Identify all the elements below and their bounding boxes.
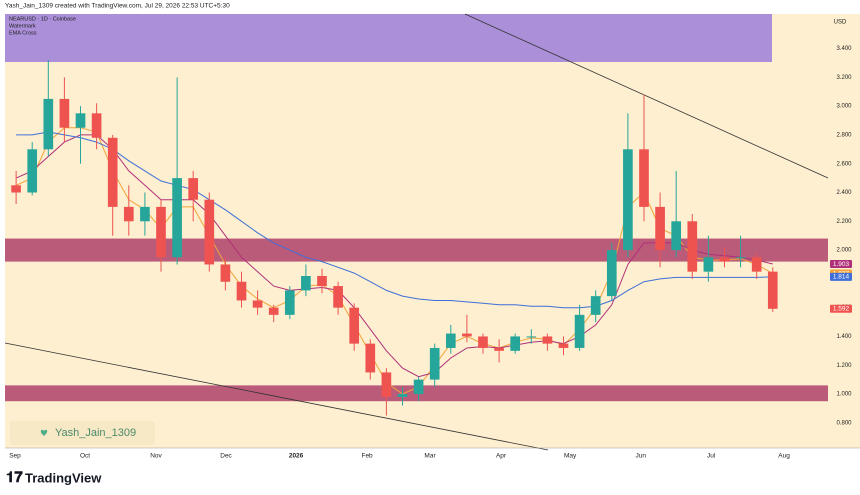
candle-body (510, 336, 521, 351)
logo-mark: 𝟏𝟕 (6, 469, 23, 486)
footer-brand: TradingView (25, 470, 102, 485)
candle-body (735, 257, 746, 259)
x-tick-label: Jul (707, 453, 716, 460)
price-tag (830, 260, 852, 269)
candle-body (381, 372, 392, 397)
candle-body (542, 336, 553, 344)
candle-body (140, 206, 150, 222)
candle-body (156, 206, 166, 258)
legend-symbol: NEARUSD · 1D · Coinbase (9, 16, 76, 22)
candle-body (252, 300, 263, 308)
currency: USD (834, 20, 847, 26)
trendline (464, 13, 829, 179)
price-tag (830, 304, 852, 313)
y-tick-label: 2.400 (836, 190, 852, 196)
y-tick-label: 1.000 (836, 392, 852, 398)
candle-body (75, 113, 86, 128)
candle-body (317, 275, 327, 287)
candle-body (123, 206, 134, 222)
price-tag (830, 272, 852, 281)
y-tick-label: 0.800 (836, 420, 852, 426)
credit: Yash_Jain_1309 created with TradingView.… (5, 3, 230, 10)
y-tick-label: 2.200 (836, 219, 852, 225)
candle-body (397, 394, 408, 397)
watermark-box (10, 421, 155, 445)
candle-body (220, 264, 231, 282)
price-tag-label: 1.814 (833, 274, 850, 281)
price-axis (828, 14, 860, 448)
candle-body (558, 343, 569, 348)
candle-body (91, 113, 102, 138)
candle-body (107, 137, 118, 207)
x-tick-label: Mar (424, 453, 436, 460)
candle-body (429, 347, 440, 380)
candle-body (623, 149, 633, 251)
y-tick-label: 3.400 (836, 46, 852, 52)
candle-body (671, 221, 682, 251)
x-tick-label: Aug (778, 453, 790, 460)
x-tick-label: Apr (496, 453, 507, 460)
heart-icon (40, 429, 48, 436)
candle-body (606, 250, 617, 297)
y-tick-label: 1.400 (836, 334, 852, 340)
candle-body (719, 257, 730, 262)
trendline (4, 342, 549, 451)
candle-body (445, 333, 456, 348)
x-tick-label: Sep (9, 453, 21, 460)
candle-body (188, 178, 199, 200)
candle-body (365, 343, 376, 373)
legend-line: EMA Cross (9, 30, 37, 36)
x-tick-label: Dec (220, 453, 232, 460)
legend-line: Watermark (9, 23, 36, 29)
x-tick-label: Oct (80, 453, 90, 460)
y-tick-label: 2.600 (836, 161, 852, 167)
x-tick-label: Nov (150, 453, 162, 460)
candle-body (43, 98, 54, 150)
candle-body (413, 379, 424, 395)
candle-body (172, 178, 182, 258)
candle-body (574, 314, 585, 348)
candle-body (703, 257, 714, 272)
candle-body (687, 221, 698, 272)
candle-body (478, 336, 488, 348)
candle-body (27, 149, 38, 193)
y-tick-label: 3.000 (836, 104, 852, 110)
x-tick-label: 2026 (289, 453, 304, 460)
candle-body (349, 307, 360, 344)
candle-body (655, 206, 665, 251)
x-tick-label: May (564, 453, 577, 460)
candle-body (333, 286, 343, 308)
candle-body (751, 257, 762, 272)
candle-body (59, 98, 70, 128)
price-tag-label: 1.592 (833, 306, 850, 313)
y-tick-label: 3.200 (836, 75, 852, 81)
candle-body (494, 347, 504, 351)
x-tick-label: Jun (636, 453, 647, 460)
ema-line (16, 131, 773, 309)
y-tick-label: 2.000 (836, 248, 852, 254)
candle-body (526, 336, 537, 338)
candle-body (284, 290, 295, 315)
watermark: Yash_Jain_1309 (55, 427, 136, 439)
y-tick-label: 2.800 (836, 132, 852, 138)
y-tick-label: 1.200 (836, 363, 852, 369)
candle-body (767, 271, 778, 309)
candle-body (204, 199, 215, 265)
legend-box (5, 14, 772, 62)
candle-body (236, 281, 247, 301)
candle-body (268, 307, 279, 315)
candle-body (639, 149, 649, 207)
ema-line (15, 134, 773, 378)
candle-body (11, 185, 21, 193)
candle-body (462, 333, 472, 337)
price-tag-label: 1.903 (833, 261, 850, 268)
x-tick-label: Feb (361, 453, 373, 460)
candle-body (590, 296, 601, 315)
candle-body (301, 275, 311, 291)
